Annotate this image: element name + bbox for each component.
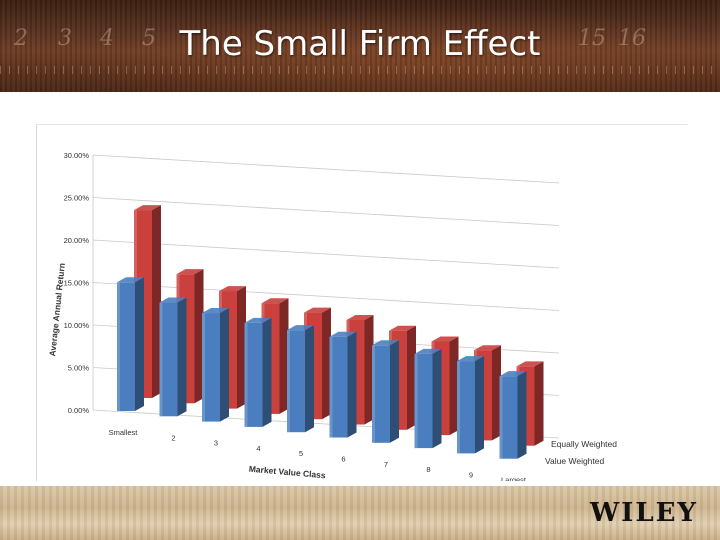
x-tick-label: 3	[214, 439, 218, 448]
gridline	[92, 239, 560, 269]
x-tick-label: 6	[341, 455, 345, 464]
x-tick-label: 8	[426, 465, 430, 474]
y-tick-label: 5.00%	[68, 364, 90, 373]
legend-equally-weighted: Equally Weighted	[551, 439, 617, 449]
x-tick-label: Largest	[501, 476, 527, 481]
y-tick-label: 15.00%	[64, 279, 90, 288]
bar-value-weighted	[159, 297, 187, 417]
x-tick-label: Smallest	[109, 428, 139, 437]
x-axis-label: Market Value Class	[248, 464, 326, 481]
background-digit: 4	[100, 26, 114, 51]
bar-value-weighted	[457, 356, 484, 454]
bar-value-weighted	[202, 308, 229, 422]
x-tick-label: 7	[384, 460, 388, 469]
paper-texture	[0, 486, 720, 540]
y-tick-label: 20.00%	[64, 236, 90, 245]
y-tick-label: 30.00%	[64, 151, 90, 160]
gridline	[92, 197, 560, 226]
y-tick-label: 0.00%	[68, 406, 90, 415]
wood-texture	[0, 0, 720, 92]
bar-value-weighted	[499, 371, 527, 459]
background-digit: 15	[578, 26, 606, 51]
background-digit: 16	[618, 26, 646, 51]
slide-title: The Small Firm Effect	[179, 24, 541, 64]
slide-header: 2 3 4 5 15 16 The Small Firm Effect	[0, 0, 720, 92]
bar-value-weighted	[244, 317, 272, 427]
bar-value-weighted	[329, 331, 357, 438]
background-digit: 3	[58, 26, 72, 51]
x-tick-label: 5	[299, 449, 303, 458]
bar-chart-3d: 0.00%5.00%10.00%15.00%20.00%25.00%30.00%…	[47, 151, 617, 485]
background-digit: 2	[14, 26, 28, 51]
y-axis-label: Average Annual Return	[47, 262, 67, 356]
y-tick-label: 25.00%	[64, 194, 90, 203]
bar-value-weighted	[287, 325, 314, 433]
x-tick-label: 4	[256, 444, 260, 453]
chart-bars	[117, 205, 544, 459]
ruler-marks	[0, 66, 720, 74]
background-digit: 5	[142, 26, 156, 51]
x-tick-label: 2	[171, 433, 175, 442]
wiley-logo: WILEY	[589, 498, 698, 528]
y-axis-ticks: 0.00% 5.00% 10.00% 15.00% 20.00% 25.00% 30.00%	[64, 151, 90, 415]
x-axis-ticks: Smallest 2 3 4 5 6 7 8 9 Largest	[109, 428, 527, 485]
legend-value-weighted: Value Weighted	[545, 456, 604, 466]
bar-value-weighted	[414, 348, 442, 449]
chart-frame: 0.00% 5.00% 10.00% 15.00% 20.00% 25.00% 30.00%…	[36, 124, 687, 485]
gridline	[92, 282, 560, 311]
bar-value-weighted	[372, 340, 399, 443]
gridline	[92, 154, 560, 184]
bar-value-weighted	[117, 277, 144, 411]
y-tick-label: 10.00%	[64, 321, 90, 330]
x-tick-label: 9	[469, 470, 473, 479]
slide-footer: WILEY	[0, 486, 720, 540]
